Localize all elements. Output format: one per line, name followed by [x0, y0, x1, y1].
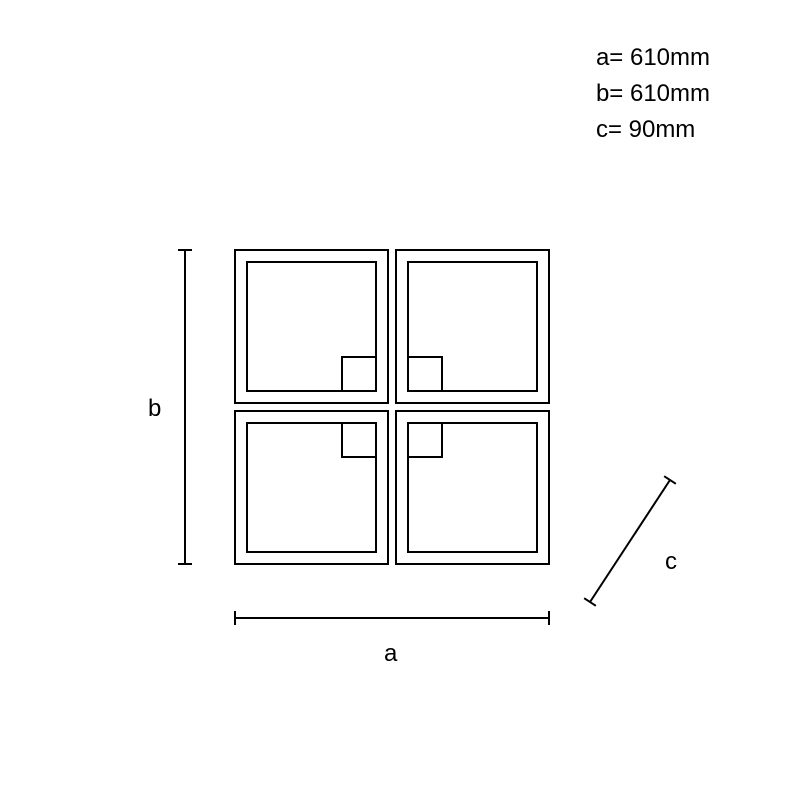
dim-label-c: c	[665, 548, 677, 576]
dim-label-b: b	[148, 395, 161, 423]
diagram-svg	[0, 0, 800, 800]
diagram-canvas: a= 610mm b= 610mm c= 90mm b a c	[0, 0, 800, 800]
dim-label-a: a	[384, 640, 397, 668]
